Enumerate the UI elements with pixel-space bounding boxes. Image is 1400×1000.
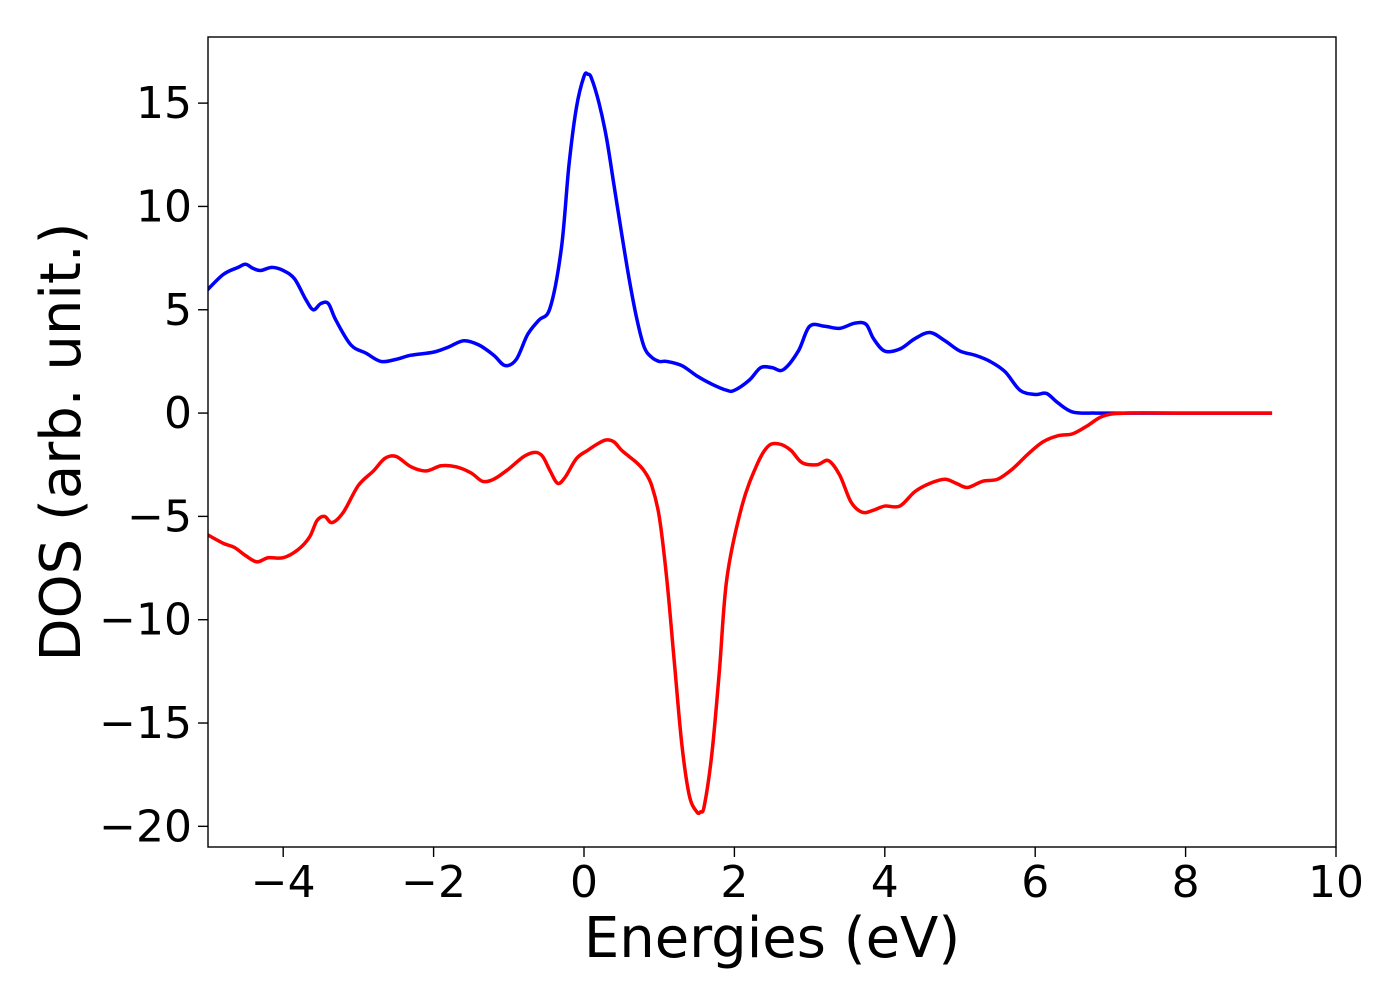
- x-tick-label: 4: [871, 857, 899, 908]
- x-tick-label: −2: [401, 857, 466, 908]
- x-axis: −4 −2 0 2 4 6 8 10: [251, 847, 1364, 908]
- x-tick-label: 10: [1308, 857, 1364, 908]
- x-axis-label: Energies (eV): [584, 906, 960, 971]
- series-layer: [208, 71, 1273, 816]
- series-line-1: [208, 71, 1273, 415]
- plot-frame: [207, 36, 1337, 848]
- x-tick-label: 6: [1021, 857, 1049, 908]
- y-tick-label: −10: [99, 595, 192, 646]
- y-tick-label: 5: [164, 285, 192, 336]
- x-tick-label: 0: [570, 857, 598, 908]
- y-tick-label: −5: [127, 491, 192, 542]
- y-axis: 15 10 5 0 −5 −10 −15 −20: [99, 78, 208, 852]
- y-tick-label: −20: [99, 801, 192, 852]
- x-tick-label: 2: [720, 857, 748, 908]
- y-tick-label: 10: [136, 181, 192, 232]
- y-tick-label: 15: [136, 78, 192, 129]
- x-tick-label: 8: [1172, 857, 1200, 908]
- x-tick-label: −4: [251, 857, 316, 908]
- y-tick-label: −15: [99, 698, 192, 749]
- y-axis-label: DOS (arb. unit.): [29, 222, 94, 661]
- series-line-2: [208, 411, 1273, 816]
- y-tick-label: 0: [164, 388, 192, 439]
